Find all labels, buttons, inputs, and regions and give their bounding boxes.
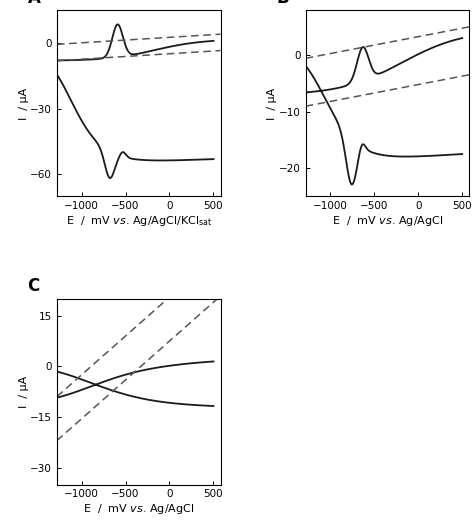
- X-axis label: E  /  mV $\it{vs}$. Ag/AgCl: E / mV $\it{vs}$. Ag/AgCl: [83, 502, 194, 516]
- X-axis label: E  /  mV $\it{vs}$. Ag/AgCl/KCl$_{\rm{sat}}$: E / mV $\it{vs}$. Ag/AgCl/KCl$_{\rm{sat}…: [66, 214, 212, 228]
- Text: B: B: [276, 0, 289, 7]
- X-axis label: E  /  mV $\it{vs}$. Ag/AgCl: E / mV $\it{vs}$. Ag/AgCl: [332, 214, 443, 228]
- Text: C: C: [27, 277, 40, 295]
- Text: A: A: [27, 0, 40, 7]
- Y-axis label: I  / μA: I / μA: [267, 87, 277, 119]
- Y-axis label: I  / μA: I / μA: [18, 376, 28, 408]
- Y-axis label: I  / μA: I / μA: [19, 87, 29, 119]
